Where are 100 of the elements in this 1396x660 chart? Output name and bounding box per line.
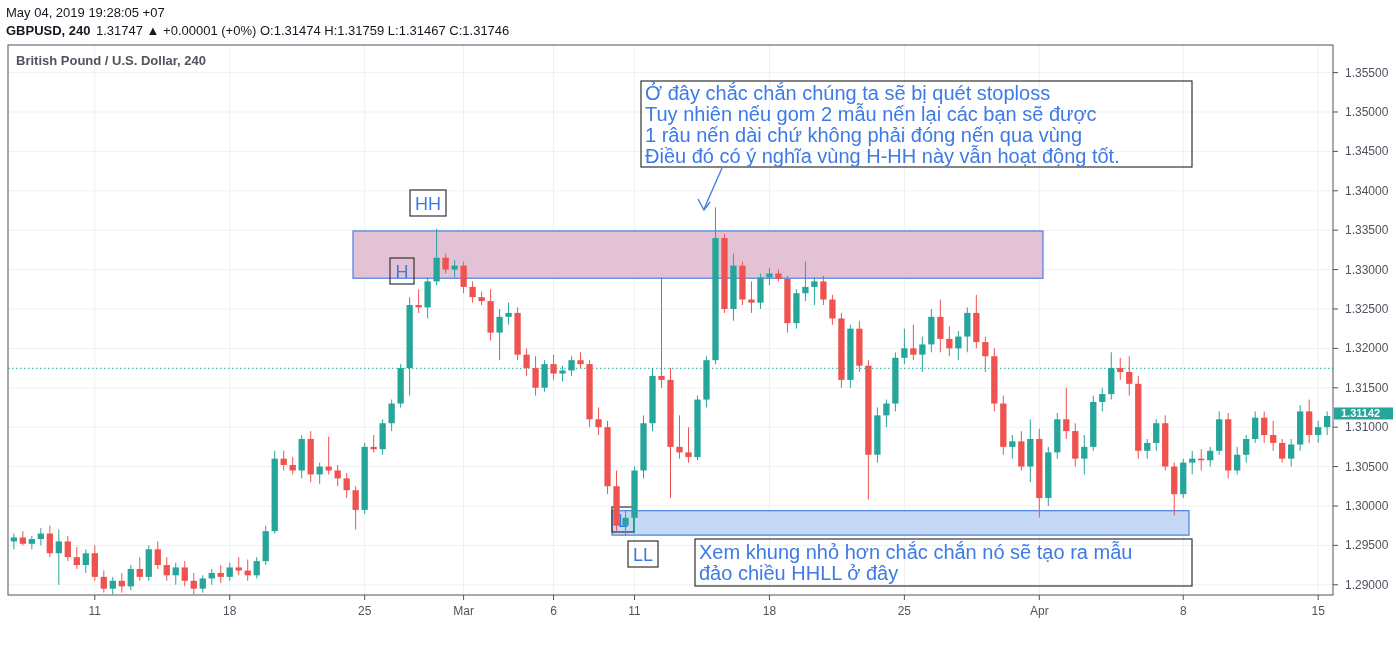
- candlestick: [1081, 434, 1088, 475]
- x-tick-label: 8: [1179, 604, 1187, 618]
- candlestick: [136, 556, 143, 582]
- candlestick: [469, 280, 476, 304]
- candlestick: [82, 548, 89, 574]
- candlestick: [550, 354, 557, 381]
- candlestick: [1306, 399, 1313, 444]
- candlestick: [523, 347, 530, 377]
- candlestick: [829, 294, 836, 326]
- x-tick-label: 15: [1311, 604, 1326, 618]
- x-tick-label: 18: [762, 604, 777, 618]
- candlestick: [1234, 446, 1241, 475]
- candlestick: [1117, 357, 1124, 381]
- candlestick: [811, 276, 818, 306]
- candlestick: [415, 288, 422, 314]
- candlestick: [532, 355, 539, 397]
- candlestick: [64, 535, 71, 562]
- candlestick: [226, 562, 233, 582]
- candlestick: [433, 228, 440, 286]
- candlestick: [658, 276, 665, 389]
- candlestick: [820, 275, 827, 306]
- annotation: British Pound / U.S. Dollar, 240: [16, 53, 206, 68]
- candlestick: [127, 564, 134, 591]
- candlestick: [982, 336, 989, 373]
- annotation: H: [395, 262, 409, 282]
- candlestick: [937, 299, 944, 353]
- y-tick-label: 1.33500: [1345, 223, 1389, 238]
- y-tick-label: 1.34000: [1345, 183, 1389, 198]
- x-tick-label: 11: [628, 604, 642, 618]
- y-tick-label: 1.32000: [1345, 341, 1389, 356]
- candlestick: [748, 280, 755, 314]
- candlestick: [595, 406, 602, 436]
- annotation: HH: [415, 194, 441, 214]
- y-tick-label: 1.32500: [1345, 301, 1389, 316]
- candlestick: [1315, 420, 1322, 444]
- candlestick: [154, 540, 161, 570]
- candlestick: [190, 572, 197, 595]
- candlestick: [1243, 434, 1250, 464]
- x-tick-label: 25: [897, 604, 912, 618]
- candlestick: [946, 325, 953, 357]
- x-tick-label: Apr: [1029, 604, 1049, 618]
- candlestick: [1009, 434, 1016, 460]
- candlestick: [964, 306, 971, 353]
- candlestick: [73, 546, 80, 570]
- x-tick-label: Mar: [453, 604, 474, 618]
- candlestick: [1279, 438, 1286, 464]
- candlestick: [460, 261, 467, 294]
- candlestick: [1153, 418, 1160, 452]
- y-tick-label: 1.29500: [1345, 538, 1389, 553]
- candlestick: [1189, 450, 1196, 475]
- y-tick-label: 1.31000: [1345, 420, 1389, 435]
- x-tick-label: 25: [357, 604, 372, 618]
- chart-subtitle: 1.31747 ▲ +0.00001 (+0%) O:1.31474 H:1.31759 L:1.31467 C:1.31746: [96, 23, 510, 38]
- candlestick: [910, 324, 917, 361]
- candlestick: [235, 556, 242, 576]
- candlestick: [1207, 446, 1214, 468]
- candlestick: [685, 426, 692, 464]
- candlestick: [496, 308, 503, 361]
- text: May 04, 2019 19:28:05 +07: [6, 5, 165, 20]
- candlestick: [352, 485, 359, 531]
- candlestick: [442, 253, 449, 275]
- candlestick: [100, 570, 107, 594]
- y-tick-label: 1.35000: [1345, 104, 1389, 119]
- candlestick: [1270, 420, 1277, 452]
- candlestick: [505, 302, 512, 326]
- candlestick: [325, 436, 332, 475]
- candlestick: [1126, 355, 1133, 397]
- candlestick: [181, 560, 188, 587]
- annotation: Xem khung nhỏ hơn chắc chắn nó sẽ tạo ra mẫu đảo chiều HHLL ở đây: [699, 541, 1133, 584]
- candlestick: [163, 556, 170, 582]
- candlestick: [1261, 410, 1268, 444]
- x-tick-label: 11: [88, 604, 102, 618]
- candlestick: [388, 399, 395, 432]
- y-tick-label: 1.35500: [1345, 65, 1389, 80]
- candlestick: [1288, 438, 1295, 468]
- y-tick-label: 1.29000: [1345, 577, 1389, 592]
- y-tick-label: 1.34500: [1345, 144, 1389, 159]
- candlestick: [1063, 387, 1070, 440]
- candlestick: [1144, 438, 1151, 460]
- x-tick-label: 18: [223, 604, 237, 618]
- candlestick: [676, 414, 683, 460]
- y-tick-label: 1.30000: [1345, 498, 1389, 513]
- annotation: LL: [632, 545, 654, 565]
- candlestick: [1324, 410, 1331, 436]
- candlestick: [901, 328, 908, 365]
- x-tick-label: 6: [550, 604, 558, 618]
- chart-title: GBPUSD, 240: [6, 23, 91, 38]
- y-tick-label: 1.33000: [1345, 262, 1389, 277]
- candlestick: [253, 556, 260, 579]
- candlestick: [343, 472, 350, 499]
- candlestick: [280, 450, 287, 471]
- candlestick: [1099, 387, 1106, 412]
- candlestick: [55, 529, 62, 586]
- text: 1.31142: [1341, 407, 1381, 420]
- candlestick: [802, 261, 809, 302]
- annotation: Ở đây chắc chắn chúng ta sẽ bị quét stoploss Tuy nhiên nếu gom 2 mẫu nến lại các bạn sẽ được 1 râu nến dài chứ không phải đóng nến qua vùng Điều đó có ý nghĩa vùng H-HH này vẫn hoạt động tốt.: [645, 81, 1120, 167]
- y-tick-label: 1.31500: [1345, 380, 1389, 395]
- candlestick: [91, 544, 98, 582]
- candlestick: [172, 562, 179, 586]
- candlestick: [217, 564, 224, 584]
